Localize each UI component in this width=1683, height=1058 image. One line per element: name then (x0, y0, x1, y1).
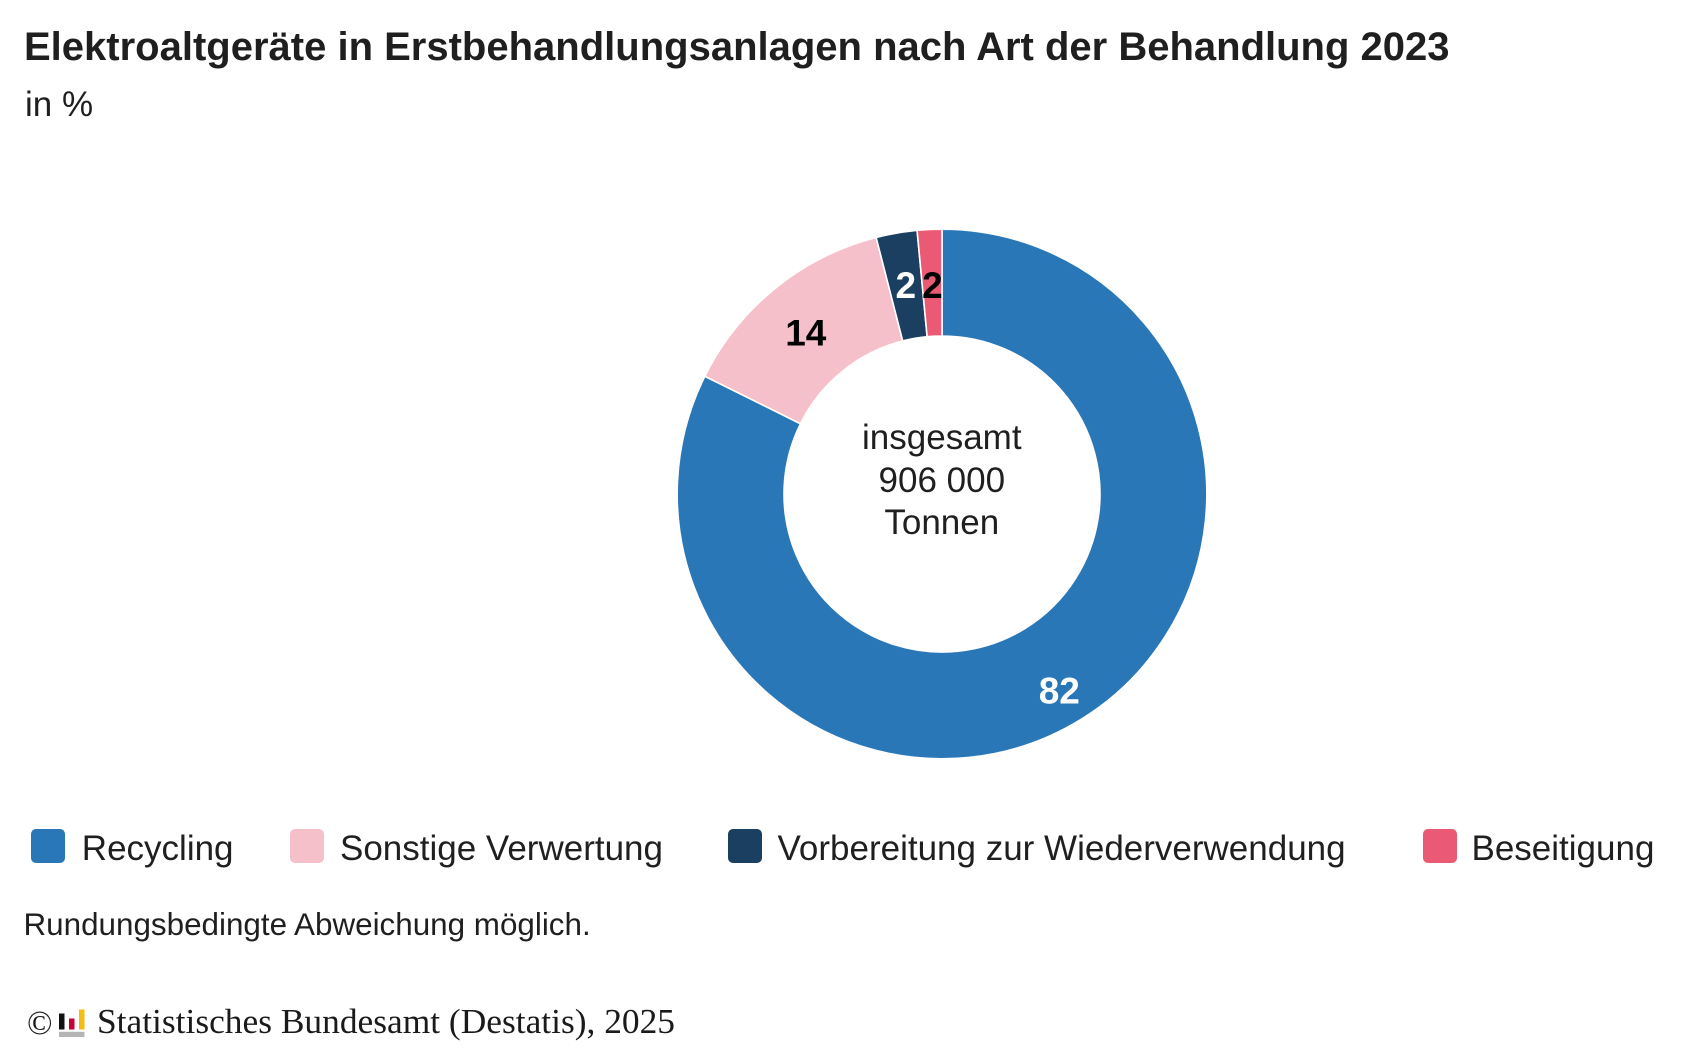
svg-text:14: 14 (785, 312, 827, 353)
svg-text:82: 82 (1038, 671, 1079, 712)
svg-text:2: 2 (895, 265, 916, 306)
svg-text:2: 2 (922, 265, 943, 306)
